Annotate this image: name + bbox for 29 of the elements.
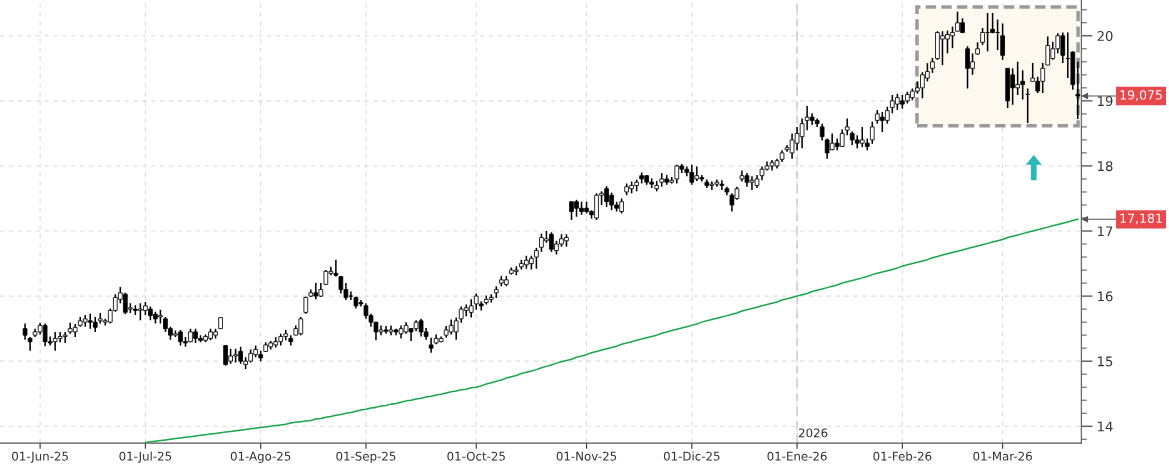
- y-tick-label: 18: [1098, 161, 1113, 172]
- x-tick-label: 01-Oct-25: [447, 451, 505, 461]
- candlestick: [729, 192, 735, 213]
- candlestick: [1075, 61, 1081, 120]
- text: 19,075: [1120, 90, 1162, 101]
- x-tick-label: 01-Feb-26: [873, 451, 932, 461]
- y-tick-label: 16: [1098, 291, 1113, 302]
- candlestick: [1000, 22, 1005, 61]
- y-tick-label: 19: [1098, 96, 1113, 107]
- x-tick-label: 01-Jul-25: [119, 451, 172, 463]
- x-tick-label: 01-Ene-26: [767, 451, 827, 461]
- candlestick: [62, 331, 68, 344]
- y-tick-label: 14: [1098, 421, 1113, 432]
- text: 17,181: [1120, 213, 1162, 225]
- line-series: [144, 218, 1079, 444]
- x-tick-label: 01-Dic-25: [663, 451, 720, 461]
- y-tick-label: 20: [1097, 31, 1113, 41]
- y-tick-label: 17: [1098, 226, 1113, 237]
- candlestick: [534, 247, 539, 270]
- x-tick-label: 01-Jun-25: [12, 451, 68, 463]
- x-tick-label: 01-Nov-25: [556, 451, 617, 461]
- x-tick-label: 01-Sep-25: [336, 451, 396, 463]
- candlestick: [27, 336, 33, 352]
- ref-line-label: 2026: [798, 428, 828, 438]
- candlestick: [1045, 35, 1051, 66]
- x-tick-label: 01-Mar-26: [973, 451, 1032, 461]
- candlestick: [869, 120, 875, 145]
- x-tick-label: 01-Ago-25: [230, 451, 291, 463]
- y-tick-label: 15: [1098, 356, 1113, 367]
